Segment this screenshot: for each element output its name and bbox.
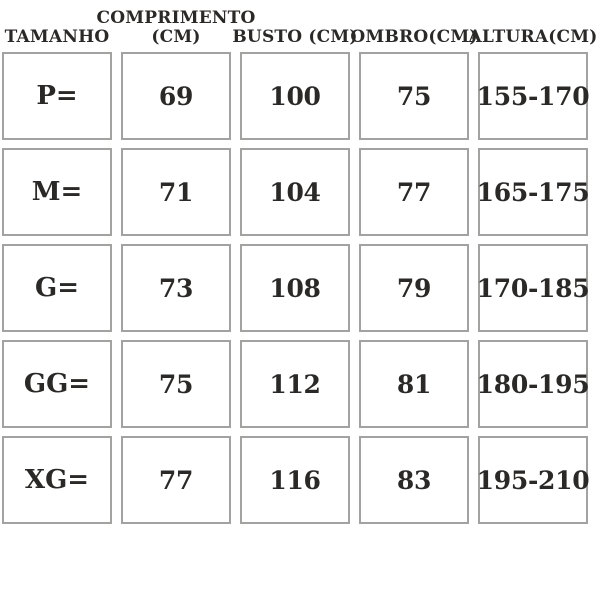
cell-size-gg: GG=: [2, 340, 112, 428]
cell-busto-m: 104: [240, 148, 350, 236]
column-header-label: OMBRO(CM): [350, 26, 478, 47]
cell-ombro-xg: 83: [359, 436, 469, 524]
cell-comprimento-m: 71: [121, 148, 231, 236]
cell-ombro-g: 79: [359, 244, 469, 332]
column-header-label: ALTURA(CM): [468, 26, 598, 47]
cell-size-p: P=: [2, 52, 112, 140]
cell-busto-p: 100: [240, 52, 350, 140]
cell-altura-p: 155-170: [477, 52, 590, 140]
column-header-label-line2: (CM): [151, 26, 201, 47]
column-header-ombro: OMBRO(CM): [350, 3, 477, 47]
cell-comprimento-gg: 75: [121, 340, 231, 428]
cell-size-xg: XG=: [2, 436, 112, 524]
cell-ombro-gg: 81: [359, 340, 469, 428]
size-table: TAMANHO COMPRIMENTO (CM) BUSTO (CM) OMBR…: [2, 0, 598, 524]
cell-busto-g: 108: [240, 244, 350, 332]
cell-busto-xg: 116: [240, 436, 350, 524]
column-header-label: BUSTO (CM): [232, 26, 358, 47]
cell-altura-xg: 195-210: [477, 436, 590, 524]
cell-size-m: M=: [2, 148, 112, 236]
cell-altura-g: 170-185: [477, 244, 590, 332]
cell-comprimento-p: 69: [121, 52, 231, 140]
cell-busto-gg: 112: [240, 340, 350, 428]
cell-comprimento-xg: 77: [121, 436, 231, 524]
cell-altura-gg: 180-195: [477, 340, 590, 428]
column-header-busto: BUSTO (CM): [232, 3, 357, 47]
cell-altura-m: 165-175: [477, 148, 590, 236]
column-header-comprimento: COMPRIMENTO (CM): [97, 3, 256, 47]
column-header-label: TAMANHO: [4, 26, 110, 47]
column-header-tamanho: TAMANHO: [2, 3, 112, 47]
cell-ombro-m: 77: [359, 148, 469, 236]
column-header-altura: ALTURA(CM): [469, 3, 598, 47]
cell-comprimento-g: 73: [121, 244, 231, 332]
cell-ombro-p: 75: [359, 52, 469, 140]
cell-size-g: G=: [2, 244, 112, 332]
column-header-label-line1: COMPRIMENTO: [96, 7, 256, 28]
